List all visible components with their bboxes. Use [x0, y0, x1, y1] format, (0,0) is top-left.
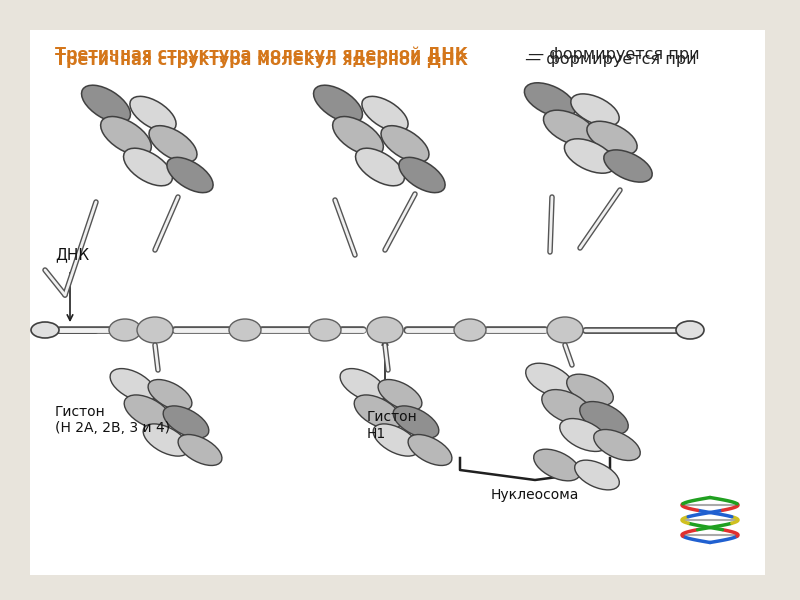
Text: Гистон
(Н 2A, 2B, 3 и 4): Гистон (Н 2A, 2B, 3 и 4)	[55, 405, 170, 435]
Ellipse shape	[354, 395, 402, 429]
Ellipse shape	[381, 125, 429, 163]
Ellipse shape	[574, 460, 619, 490]
Ellipse shape	[82, 85, 130, 123]
Ellipse shape	[560, 419, 608, 451]
Text: Третичная структура молекул ядерной ДНК: Третичная структура молекул ядерной ДНК	[55, 52, 468, 67]
Ellipse shape	[178, 434, 222, 466]
Ellipse shape	[580, 401, 628, 434]
Text: Третичная структура молекул ядерной ДНК: Третичная структура молекул ядерной ДНК	[55, 47, 468, 62]
Ellipse shape	[604, 150, 652, 182]
Ellipse shape	[373, 424, 419, 456]
Ellipse shape	[130, 97, 176, 131]
Ellipse shape	[143, 424, 189, 456]
Ellipse shape	[167, 157, 213, 193]
Ellipse shape	[543, 110, 597, 146]
Text: — формируется при: — формируется при	[523, 47, 700, 62]
Ellipse shape	[314, 85, 362, 123]
Ellipse shape	[367, 317, 403, 343]
Ellipse shape	[333, 116, 383, 155]
Ellipse shape	[340, 368, 386, 401]
Ellipse shape	[676, 321, 704, 339]
Text: Нуклеосома: Нуклеосома	[491, 488, 579, 502]
Ellipse shape	[526, 363, 574, 397]
Ellipse shape	[229, 319, 261, 341]
Ellipse shape	[355, 148, 405, 186]
Ellipse shape	[378, 380, 422, 410]
FancyBboxPatch shape	[30, 30, 765, 575]
Text: — формируется при: — формируется при	[520, 52, 697, 67]
Ellipse shape	[124, 395, 172, 429]
Ellipse shape	[594, 430, 640, 460]
Ellipse shape	[566, 374, 614, 406]
Ellipse shape	[587, 121, 637, 155]
Ellipse shape	[564, 139, 616, 173]
Ellipse shape	[309, 319, 341, 341]
Ellipse shape	[123, 148, 173, 186]
Ellipse shape	[534, 449, 580, 481]
Ellipse shape	[148, 380, 192, 410]
Ellipse shape	[110, 368, 156, 401]
Ellipse shape	[362, 97, 408, 131]
Ellipse shape	[149, 125, 197, 163]
Ellipse shape	[524, 83, 576, 117]
Ellipse shape	[399, 157, 445, 193]
Ellipse shape	[454, 319, 486, 341]
Ellipse shape	[163, 406, 209, 438]
Text: Н1: Н1	[367, 427, 386, 441]
Text: Гистон: Гистон	[367, 410, 418, 424]
Text: ДНК: ДНК	[55, 247, 89, 262]
Ellipse shape	[137, 317, 173, 343]
Ellipse shape	[393, 406, 439, 438]
Ellipse shape	[408, 434, 452, 466]
Ellipse shape	[547, 317, 583, 343]
Ellipse shape	[109, 319, 141, 341]
Ellipse shape	[31, 322, 59, 338]
Ellipse shape	[571, 94, 619, 126]
Ellipse shape	[542, 389, 592, 424]
Ellipse shape	[101, 116, 151, 155]
